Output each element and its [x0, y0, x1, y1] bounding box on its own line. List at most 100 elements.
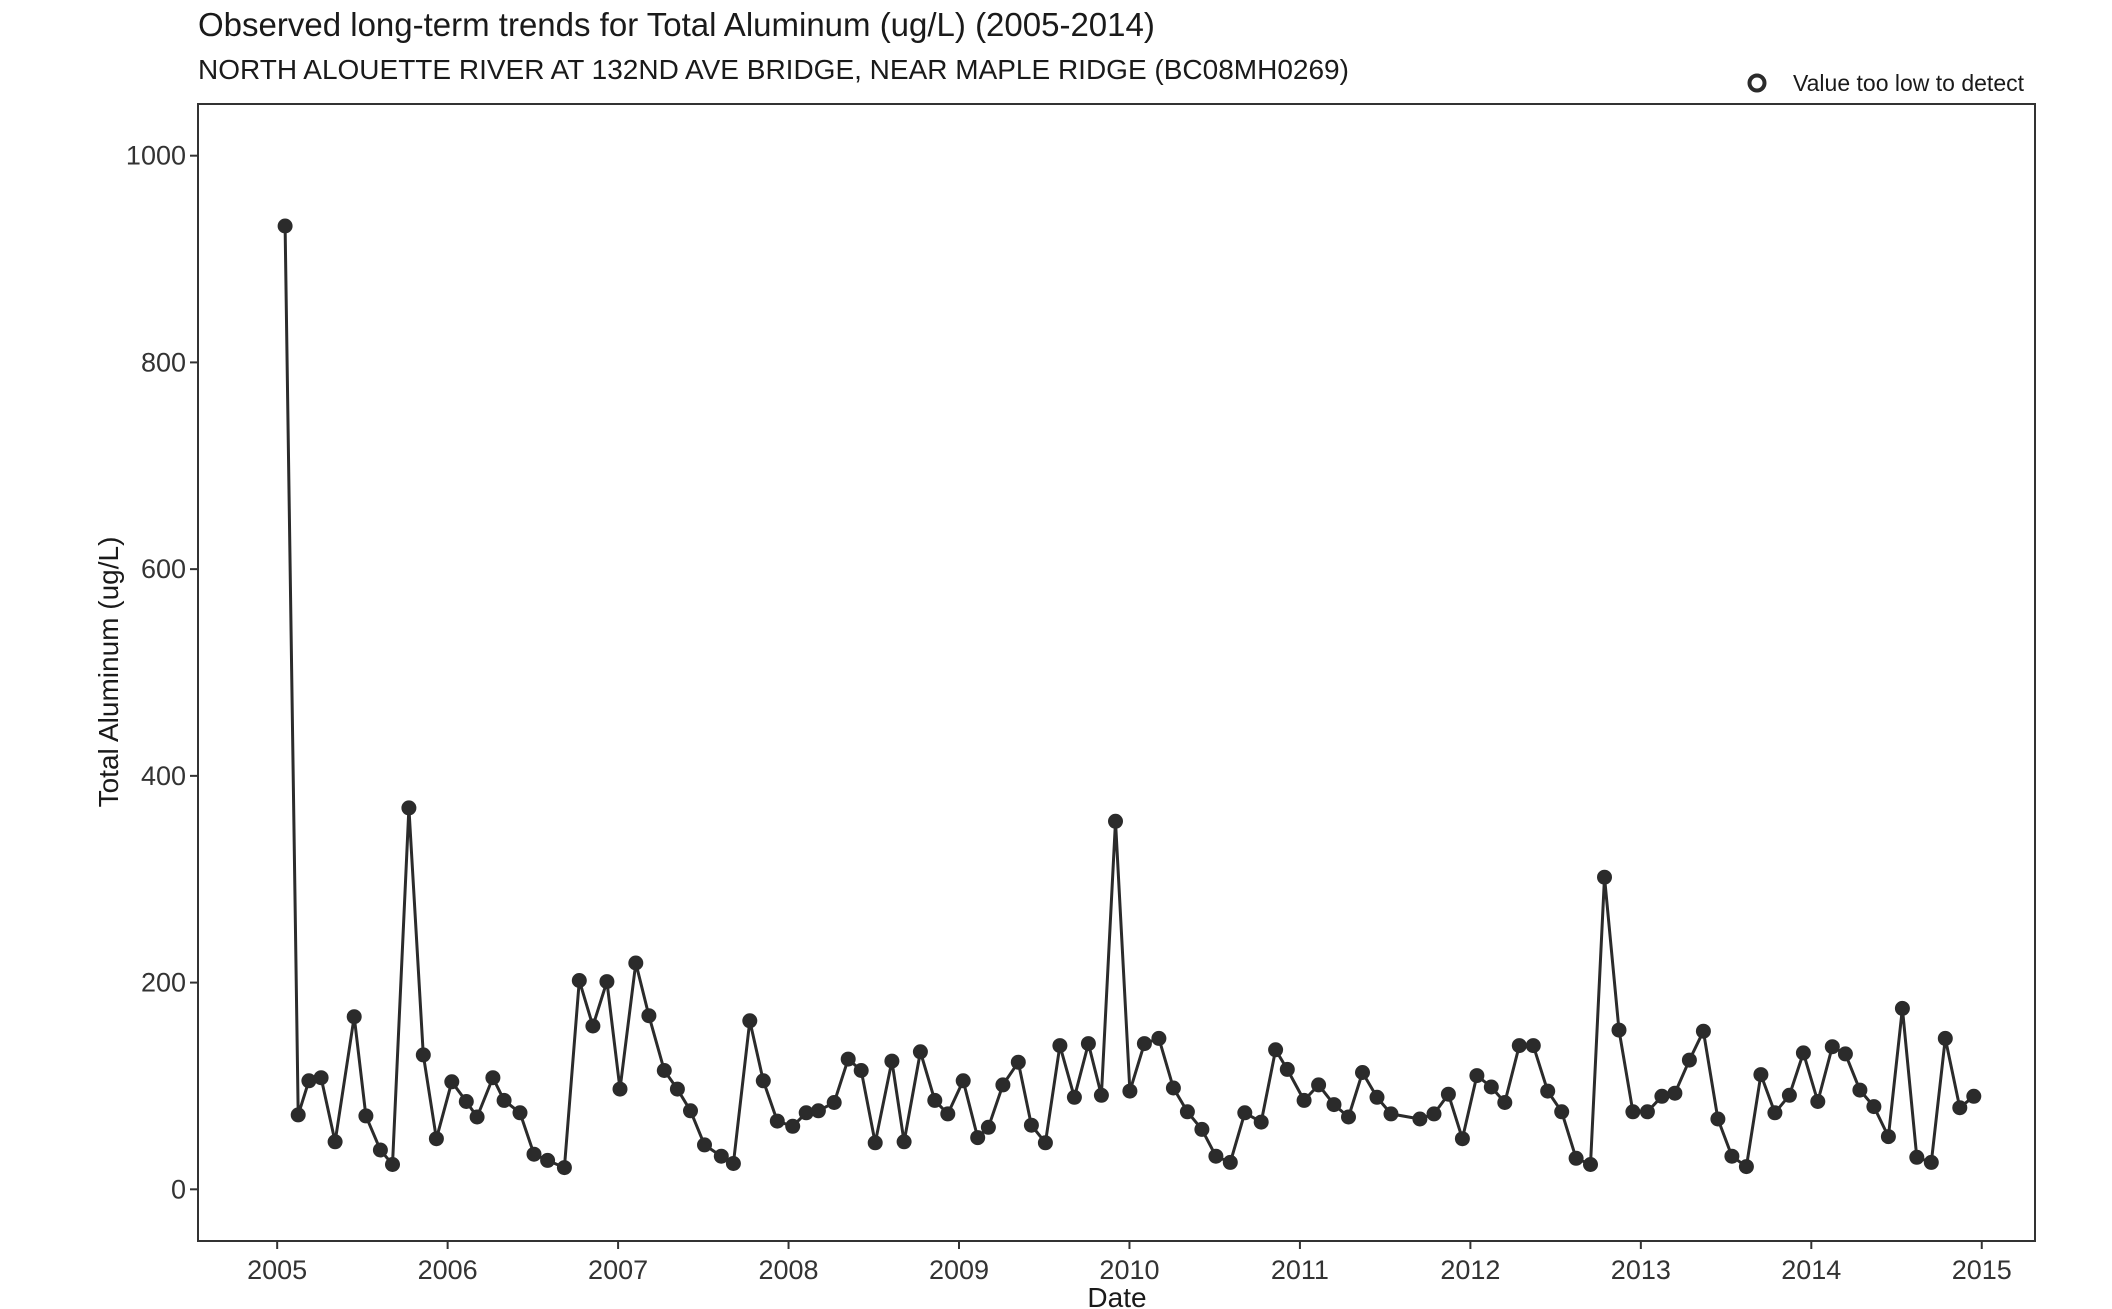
data-point — [1222, 1154, 1238, 1170]
data-point — [585, 1018, 601, 1034]
data-point — [540, 1152, 556, 1168]
data-point — [1937, 1030, 1953, 1046]
data-point — [1093, 1087, 1109, 1103]
data-point — [1781, 1087, 1797, 1103]
data-point — [1341, 1109, 1356, 1125]
data-point — [1296, 1092, 1312, 1108]
x-tick-label: 2013 — [1611, 1255, 1671, 1285]
data-point — [1010, 1054, 1026, 1070]
data-point — [1880, 1129, 1896, 1145]
x-tick-label: 2007 — [588, 1255, 648, 1285]
data-point — [628, 955, 644, 971]
data-point — [1454, 1131, 1470, 1147]
data-point — [1724, 1148, 1740, 1164]
data-point — [769, 1113, 785, 1129]
x-tick-label: 2012 — [1440, 1255, 1500, 1285]
data-point — [1654, 1088, 1670, 1104]
data-point — [1440, 1086, 1456, 1102]
series-line — [283, 225, 1975, 1170]
data-point — [980, 1119, 996, 1135]
data-point — [277, 218, 293, 234]
data-point — [485, 1070, 501, 1086]
data-point — [1866, 1099, 1882, 1115]
data-point — [1511, 1038, 1527, 1054]
data-point — [867, 1135, 883, 1151]
data-point — [1108, 813, 1123, 829]
data-point — [1179, 1104, 1195, 1120]
data-point — [526, 1146, 542, 1162]
data-point — [1583, 1157, 1598, 1172]
x-tick-label: 2015 — [1952, 1255, 2012, 1285]
data-point — [1597, 869, 1612, 885]
y-tick-label: 0 — [171, 1174, 186, 1204]
data-point — [1667, 1085, 1683, 1101]
data-point — [1810, 1094, 1826, 1109]
data-point — [1383, 1106, 1399, 1122]
y-tick-label: 400 — [141, 761, 186, 791]
y-tick-label: 200 — [141, 968, 186, 998]
data-point — [1795, 1045, 1811, 1061]
data-point — [1710, 1111, 1726, 1127]
x-tick-label: 2011 — [1271, 1255, 1329, 1285]
data-point — [798, 1105, 814, 1121]
data-point — [1311, 1077, 1327, 1093]
data-point — [313, 1070, 329, 1086]
data-point — [1753, 1067, 1769, 1083]
data-point — [301, 1073, 317, 1089]
data-point — [853, 1063, 869, 1078]
y-axis: 0 200 400 600 800 1000 — [126, 141, 198, 1204]
data-point — [346, 1009, 362, 1025]
data-point — [1837, 1046, 1853, 1062]
data-point — [995, 1077, 1011, 1093]
data-point — [1554, 1104, 1570, 1120]
data-point — [1253, 1114, 1269, 1130]
data-point — [669, 1081, 685, 1097]
data-point — [512, 1105, 528, 1121]
chart-subtitle: NORTH ALOUETTE RIVER AT 132ND AVE BRIDGE… — [198, 54, 1349, 85]
data-point — [1540, 1083, 1556, 1099]
x-tick-label: 2005 — [247, 1255, 307, 1285]
data-point — [1824, 1039, 1840, 1055]
data-point — [1326, 1097, 1342, 1113]
data-point — [1165, 1080, 1181, 1096]
data-point — [1952, 1100, 1968, 1116]
data-point — [641, 1008, 657, 1024]
data-point — [444, 1074, 460, 1090]
data-point — [401, 800, 417, 816]
data-point — [1894, 1000, 1910, 1016]
x-tick-label: 2008 — [759, 1255, 819, 1285]
plot-panel-border — [197, 103, 2036, 1242]
data-point — [1767, 1105, 1783, 1121]
data-point — [469, 1109, 485, 1125]
legend: Value too low to detect — [1747, 70, 2025, 96]
data-point — [884, 1053, 900, 1069]
data-point — [1052, 1038, 1068, 1054]
y-tick-label: 800 — [141, 347, 186, 377]
data-point — [1355, 1065, 1370, 1080]
y-axis-title: Total Aluminum (ug/L) — [93, 537, 124, 808]
data-point — [1080, 1036, 1096, 1052]
data-point — [1852, 1082, 1868, 1098]
data-point — [1066, 1089, 1082, 1105]
data-point — [1695, 1023, 1711, 1039]
data-point — [458, 1094, 474, 1109]
data-point — [1208, 1148, 1224, 1164]
data-point — [571, 973, 587, 988]
data-point — [1923, 1154, 1939, 1170]
data-point — [912, 1044, 928, 1060]
data-point — [826, 1095, 842, 1110]
data-point — [358, 1108, 374, 1124]
legend-label: Value too low to detect — [1793, 70, 2025, 96]
data-point — [556, 1160, 572, 1176]
data-point — [1625, 1104, 1641, 1120]
legend-open-circle-marker — [1747, 73, 1767, 93]
data-point — [1268, 1042, 1284, 1058]
data-point — [1966, 1088, 1982, 1104]
data-point — [785, 1118, 801, 1134]
data-point — [1568, 1150, 1584, 1166]
data-point — [1023, 1117, 1039, 1133]
data-point — [1639, 1104, 1655, 1120]
data-point — [725, 1156, 741, 1171]
data-point — [1237, 1105, 1253, 1121]
